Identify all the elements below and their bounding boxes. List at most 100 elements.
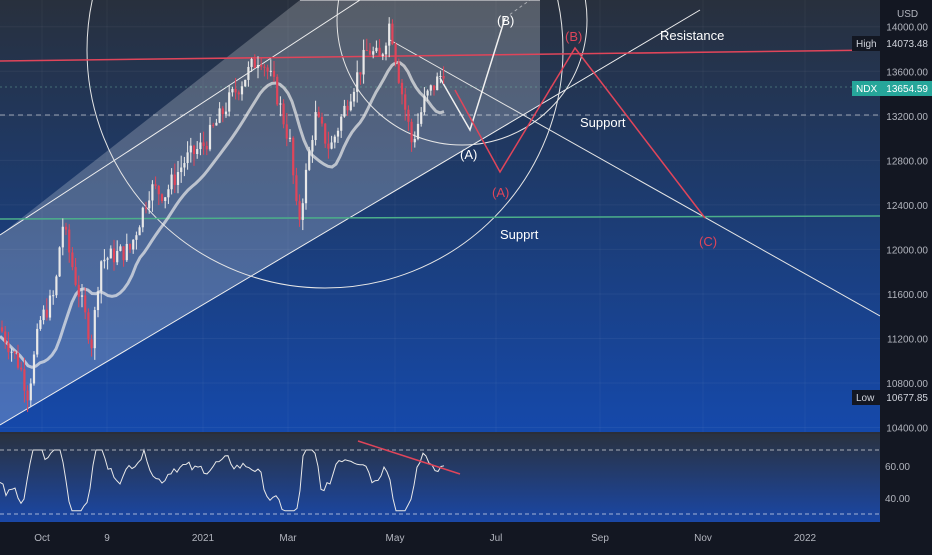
price-tick-label: 10800.00 [886,379,928,390]
low-price-label: Low 10677.85 [852,390,932,405]
candle-body [55,276,58,296]
resistance-line[interactable] [0,49,880,62]
descending-trend-line[interactable] [389,39,880,317]
red-wave-path[interactable] [454,46,706,219]
candle-body [439,75,442,77]
candle-body [13,351,16,354]
candle-body [240,86,244,95]
candle-body [0,327,4,332]
candle-body [234,88,237,93]
candle-body [122,246,125,261]
candle-body [250,59,253,67]
last-label-bg [852,81,932,96]
candle-body [196,149,199,155]
price-axis[interactable]: USD 10400.00 10800.00 11200.00 11600.00 1200… [886,0,928,435]
candle-body [112,248,116,263]
time-tick-label: Nov [694,533,712,544]
candle-body [333,136,336,143]
label-resistance: Resistance [660,28,724,43]
candle-body [362,49,365,75]
candle-body [84,295,87,313]
candle-body [109,248,112,259]
candle-body [167,189,170,198]
candlestick-series [0,17,445,413]
candle-body [106,258,109,260]
time-tick-label: 2021 [192,533,215,544]
label-wave-a-red: (A) [492,185,509,200]
price-tick-label: 11200.00 [887,334,928,345]
candle-body [90,339,93,349]
channel-upper-line[interactable] [0,0,361,236]
candle-body [340,116,343,131]
candle-body [263,66,266,68]
candle-body [295,175,298,202]
candle-body [346,105,349,111]
candle-body [311,140,314,152]
candle-body [298,201,301,220]
large-arc-circle[interactable] [86,0,564,289]
candle-body [154,184,157,186]
small-arc-circle[interactable] [336,0,588,146]
oscillator-axis[interactable]: 60.00 40.00 [885,462,910,505]
low-label-value: 10677.85 [886,393,928,404]
time-tick-label: Sep [591,533,609,544]
candle-body [228,92,231,112]
price-tick-label: 12800.00 [886,156,928,167]
high-label-value: 14073.48 [886,39,928,50]
candle-body [317,112,320,117]
price-tick-label: 12000.00 [886,245,928,256]
candle-body [68,229,71,253]
price-tick-label: 12400.00 [886,201,928,212]
candle-body [199,142,202,150]
candle-body [378,47,381,57]
candle-body [4,331,7,343]
candle-body [388,23,391,46]
support-line-green[interactable] [0,215,880,220]
candle-body [436,76,439,91]
candle-body [87,312,90,340]
candle-body [244,79,247,87]
candle-body [77,284,80,297]
candle-body [96,291,100,311]
candle-body [10,351,13,353]
candle-body [42,309,45,321]
time-tick-label: 2022 [794,533,817,544]
candle-body [336,130,340,137]
candle-body [391,23,394,45]
candle-body [237,92,240,95]
candle-body [394,44,397,63]
candle-body [247,66,250,80]
high-price-label: High 14073.48 [852,36,932,51]
candle-body [343,105,346,117]
candle-body [397,62,400,83]
candle-body [135,235,138,240]
white-wave-path[interactable] [439,17,506,132]
label-support-2: Supprt [500,227,539,242]
candle-body [404,94,407,110]
candle-body [52,295,55,297]
candle-body [215,122,218,126]
candle-body [148,200,151,209]
candle-body [144,207,148,209]
candle-body [301,203,304,220]
candle-body [208,124,212,150]
time-tick-label: Mar [279,533,297,544]
high-label-text: High [856,39,877,50]
price-tick-label: 11600.00 [887,290,928,301]
price-tick-label: 13600.00 [886,67,928,78]
candle-body [119,246,122,251]
oscillator-divergence-line[interactable] [357,440,461,475]
oscillator-panel-background [0,434,880,522]
oscillator-tick-label: 60.00 [885,462,910,473]
time-tick-label: May [386,533,405,544]
candle-body [170,174,173,190]
candle-body [260,64,263,67]
candle-body [320,116,324,124]
time-axis[interactable]: Oct 9 2021 Mar May Jul Sep Nov 2022 [34,533,816,544]
candle-body [429,85,432,91]
candle-body [375,47,378,52]
moving-average-line [0,60,445,369]
price-tick-label: 10400.00 [886,424,928,435]
label-wave-c-red: (C) [699,234,717,249]
